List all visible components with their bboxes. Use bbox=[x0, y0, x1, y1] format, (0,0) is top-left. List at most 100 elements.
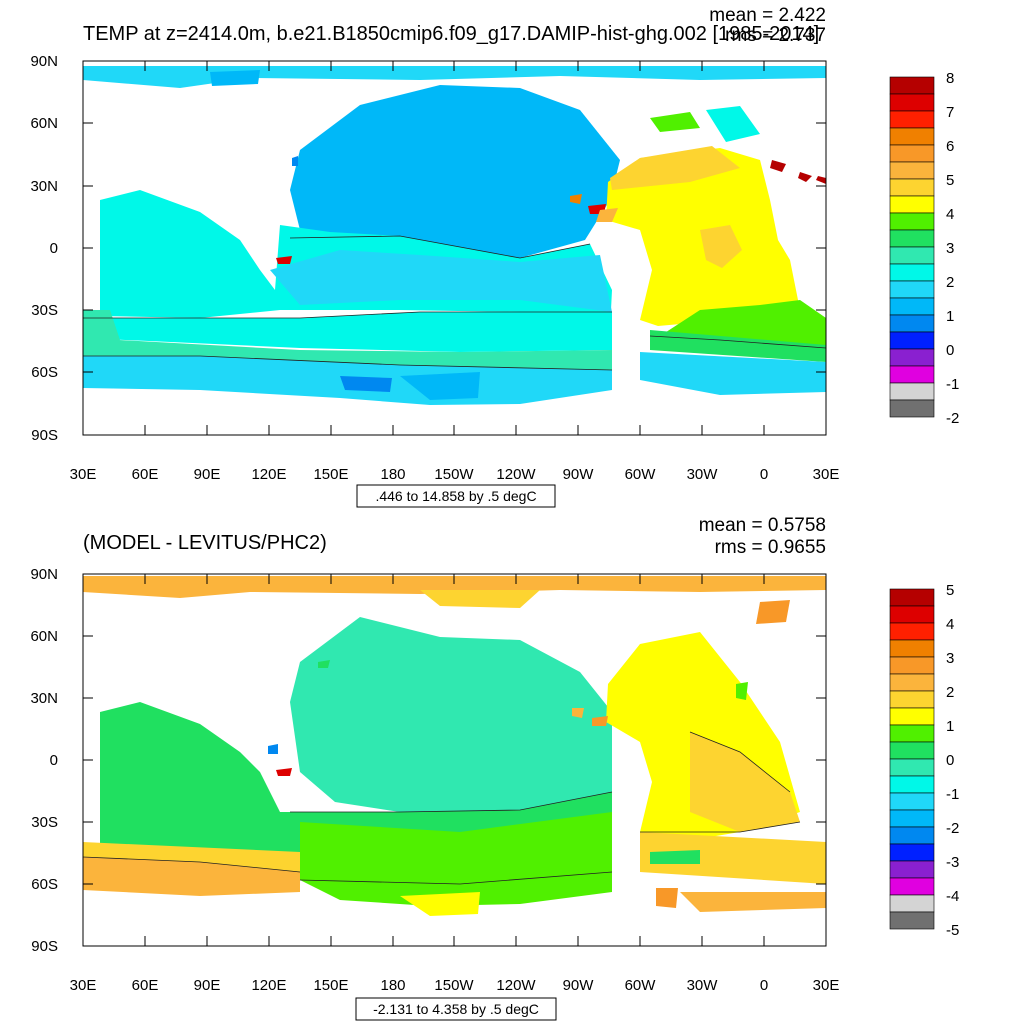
x-tick-label: 30W bbox=[687, 977, 719, 994]
x-tick-label: 90W bbox=[563, 466, 595, 483]
x-tick-label: 150E bbox=[313, 466, 348, 483]
colorbar-swatch bbox=[889, 656, 935, 675]
y-tick-label: 0 bbox=[50, 752, 58, 769]
colorbar-swatch bbox=[889, 860, 935, 879]
colorbar-label: 4 bbox=[946, 616, 954, 633]
colorbar-swatch bbox=[889, 741, 935, 760]
rms-label: rms = 0.9655 bbox=[715, 537, 826, 558]
colorbar-label: -2 bbox=[946, 820, 959, 837]
map-title: TEMP at z=2414.0m, b.e21.B1850cmip6.f09_… bbox=[83, 23, 819, 45]
x-tick-label: 60W bbox=[625, 466, 657, 483]
y-tick-label: 90N bbox=[30, 53, 58, 70]
x-tick-label: 120E bbox=[251, 466, 286, 483]
x-axis-labels: 30E 60E 90E 120E 150E 180 150W 120W 90W … bbox=[70, 466, 840, 483]
y-tick-label: 60S bbox=[31, 876, 58, 893]
y-tick-label: 30N bbox=[30, 690, 58, 707]
x-tick-label: 60E bbox=[132, 977, 159, 994]
colorbar-label: 8 bbox=[946, 70, 954, 87]
x-tick-label: 60W bbox=[625, 977, 657, 994]
colorbar-swatch bbox=[889, 775, 935, 794]
colorbar-swatch bbox=[889, 195, 935, 214]
x-tick-label: 150W bbox=[434, 977, 474, 994]
colorbar-swatch bbox=[889, 826, 935, 845]
x-tick-label: 90E bbox=[194, 977, 221, 994]
rms-label: rms = 2.737 bbox=[725, 25, 826, 46]
colorbar-swatch bbox=[889, 212, 935, 231]
colorbar-swatch bbox=[889, 707, 935, 726]
colorbar-swatch bbox=[889, 622, 935, 641]
colorbar-swatch bbox=[889, 297, 935, 316]
colorbar-swatch bbox=[889, 229, 935, 248]
colorbar-swatch bbox=[889, 263, 935, 282]
x-tick-label: 90W bbox=[563, 977, 595, 994]
difference-map-panel: (MODEL - LEVITUS/PHC2) mean = 0.5758 rms… bbox=[0, 512, 1024, 1024]
colorbar-swatch bbox=[889, 110, 935, 129]
colorbar-label: 1 bbox=[946, 308, 954, 325]
colorbar-swatch bbox=[889, 588, 935, 607]
y-tick-label: 0 bbox=[50, 240, 58, 257]
colorbar-swatch bbox=[889, 877, 935, 896]
colorbar-swatch bbox=[889, 280, 935, 299]
map-plot-area bbox=[82, 60, 827, 436]
mean-label: mean = 0.5758 bbox=[699, 515, 826, 536]
x-tick-label: 180 bbox=[380, 466, 405, 483]
contour-range-text: -2.131 to 4.358 by .5 degC bbox=[373, 1001, 539, 1017]
colorbar: 8 7 6 5 4 3 2 1 0 -1 -2 bbox=[889, 70, 959, 427]
colorbar-label: 0 bbox=[946, 752, 954, 769]
colorbar-label: -5 bbox=[946, 922, 959, 939]
colorbar-swatch bbox=[889, 605, 935, 624]
y-tick-label: 30S bbox=[31, 814, 58, 831]
colorbar-label: 3 bbox=[946, 240, 954, 257]
colorbar-swatch bbox=[889, 161, 935, 180]
y-tick-label: 90N bbox=[30, 566, 58, 583]
colorbar-swatch bbox=[889, 144, 935, 163]
colorbar-swatch bbox=[889, 365, 935, 384]
colorbar-swatch bbox=[889, 690, 935, 709]
temperature-map-figure: TEMP at z=2414.0m, b.e21.B1850cmip6.f09_… bbox=[30, 5, 959, 508]
x-tick-label: 30E bbox=[813, 977, 840, 994]
y-tick-label: 30N bbox=[30, 178, 58, 195]
colorbar-label: 0 bbox=[946, 342, 954, 359]
colorbar-swatch bbox=[889, 809, 935, 828]
colorbar-label: -2 bbox=[946, 410, 959, 427]
x-tick-label: 0 bbox=[760, 466, 768, 483]
colorbar-swatch bbox=[889, 724, 935, 743]
colorbar-swatch bbox=[889, 843, 935, 862]
colorbar-label: 5 bbox=[946, 582, 954, 599]
colorbar-swatch bbox=[889, 348, 935, 367]
y-tick-label: 90S bbox=[31, 938, 58, 955]
colorbar-label: 2 bbox=[946, 274, 954, 291]
difference-map-figure: (MODEL - LEVITUS/PHC2) mean = 0.5758 rms… bbox=[30, 515, 959, 1021]
temperature-map-panel: TEMP at z=2414.0m, b.e21.B1850cmip6.f09_… bbox=[0, 0, 1024, 512]
contour-range-label: .446 to 14.858 by .5 degC bbox=[356, 484, 556, 508]
colorbar-swatch bbox=[889, 792, 935, 811]
contour-range-text: .446 to 14.858 by .5 degC bbox=[375, 488, 536, 504]
x-tick-label: 180 bbox=[380, 977, 405, 994]
colorbar-swatch bbox=[889, 399, 935, 418]
colorbar-swatch bbox=[889, 673, 935, 692]
x-tick-label: 150E bbox=[313, 977, 348, 994]
colorbar-swatches bbox=[889, 588, 935, 930]
x-tick-label: 0 bbox=[760, 977, 768, 994]
colorbar-swatch bbox=[889, 178, 935, 197]
y-axis-labels: 90N 60N 30N 0 30S 60S 90S bbox=[30, 53, 58, 444]
x-tick-label: 60E bbox=[132, 466, 159, 483]
colorbar-label: 1 bbox=[946, 718, 954, 735]
colorbar: 5 4 3 2 1 0 -1 -2 -3 -4 -5 bbox=[889, 582, 959, 939]
colorbar-label: 2 bbox=[946, 684, 954, 701]
contour-range-label: -2.131 to 4.358 by .5 degC bbox=[355, 997, 557, 1021]
colorbar-swatch bbox=[889, 894, 935, 913]
colorbar-label: 7 bbox=[946, 104, 954, 121]
x-tick-label: 30E bbox=[70, 466, 97, 483]
colorbar-label: 6 bbox=[946, 138, 954, 155]
colorbar-swatches bbox=[889, 76, 935, 418]
y-tick-label: 60N bbox=[30, 115, 58, 132]
colorbar-swatch bbox=[889, 314, 935, 333]
colorbar-swatch bbox=[889, 331, 935, 350]
colorbar-label: 3 bbox=[946, 650, 954, 667]
x-tick-label: 120W bbox=[496, 977, 536, 994]
y-tick-label: 60S bbox=[31, 364, 58, 381]
x-tick-label: 30E bbox=[813, 466, 840, 483]
colorbar-label: -1 bbox=[946, 786, 959, 803]
colorbar-swatch bbox=[889, 758, 935, 777]
